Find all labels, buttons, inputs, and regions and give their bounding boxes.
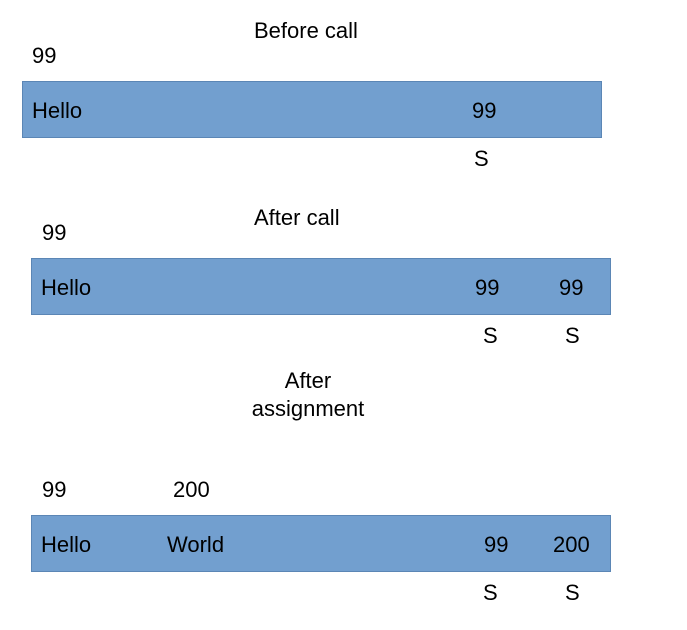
cell-value: 200 — [553, 532, 590, 557]
cell-value: 99 — [484, 532, 509, 557]
cell-text: Hello — [41, 532, 92, 557]
panel-title: Before call — [254, 18, 358, 43]
cell-value: 99 — [475, 275, 500, 300]
above-label: 99 — [42, 477, 67, 502]
cell-value: 99 — [472, 98, 497, 123]
below-label: S — [483, 323, 498, 348]
below-label: S — [565, 580, 580, 605]
cell-text: Hello — [41, 275, 92, 300]
below-label: S — [483, 580, 498, 605]
panel-title: After call — [254, 205, 340, 230]
cell-text: World — [167, 532, 225, 557]
memory-bar: Hello 99 99 — [31, 258, 611, 315]
cell-value: 99 — [559, 275, 584, 300]
above-label: 99 — [42, 220, 67, 245]
memory-bar: Hello World 99 200 — [31, 515, 611, 572]
above-label: 200 — [173, 477, 210, 502]
below-label: S — [565, 323, 580, 348]
panel-title-line: After — [284, 368, 332, 393]
cell-text: Hello — [32, 98, 83, 123]
memory-bar: Hello 99 — [22, 81, 602, 138]
below-label: S — [474, 146, 489, 171]
panel-title-line: assignment — [251, 396, 365, 421]
above-label: 99 — [32, 43, 57, 68]
